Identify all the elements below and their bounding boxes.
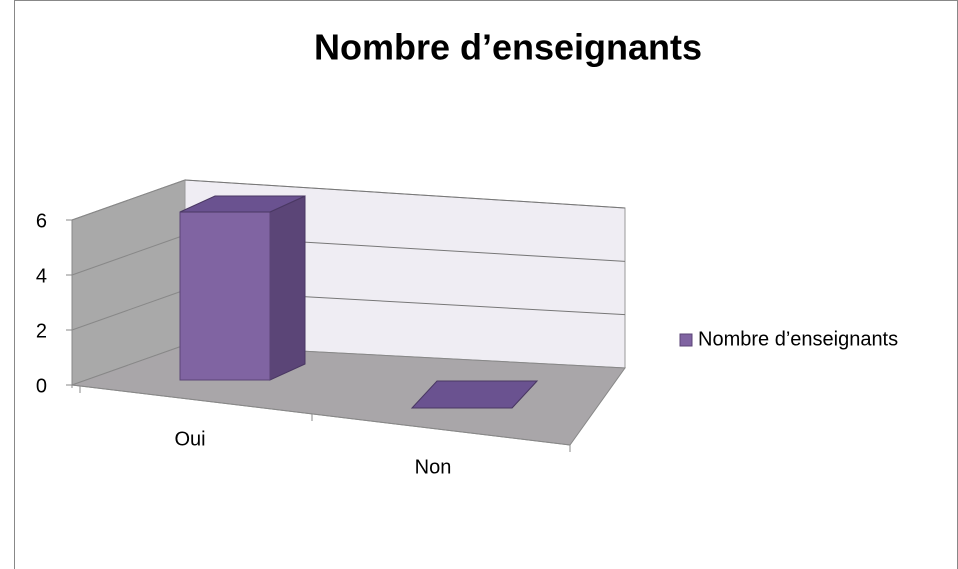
y-tick-label: 4 [36,265,47,287]
y-tick-label: 6 [36,210,47,232]
y-tick-label: 2 [36,320,47,342]
bar-top [179,195,306,213]
legend-swatch [679,333,693,347]
bar-side [269,195,306,381]
bar [179,211,271,381]
chart-title: Nombre d’enseignants [314,27,702,68]
grid-line [184,179,626,209]
grid-line [71,289,186,331]
x-axis [71,384,571,446]
bar-top [410,380,539,409]
x-tick-label: Oui [174,428,205,450]
y-tick-label: 0 [36,375,47,397]
grid-line [71,179,186,221]
grid-line [71,234,186,276]
legend-label: Nombre d’enseignants [698,328,898,350]
x-tick-label: Non [415,456,452,478]
